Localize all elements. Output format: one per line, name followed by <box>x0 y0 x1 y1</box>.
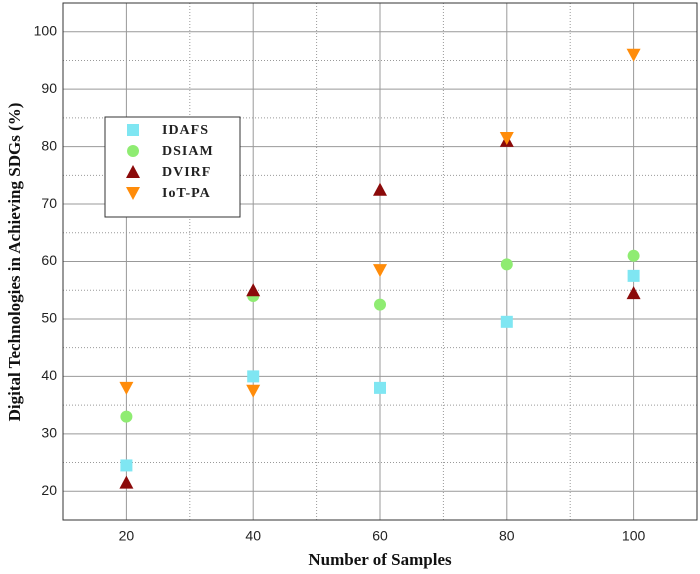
y-tick-label: 70 <box>41 195 57 211</box>
legend-marker <box>127 124 139 136</box>
point <box>374 381 386 394</box>
y-tick-label: 40 <box>41 367 57 383</box>
point <box>119 475 134 489</box>
legend-label: IDAFS <box>162 123 209 138</box>
x-tick-label: 100 <box>622 528 646 544</box>
legend-marker <box>126 187 140 200</box>
point <box>373 264 387 278</box>
point <box>373 182 387 196</box>
point <box>626 286 641 300</box>
point <box>247 370 260 383</box>
x-tick-label: 20 <box>119 528 135 544</box>
point <box>246 384 261 398</box>
point <box>246 283 261 297</box>
point <box>627 269 640 282</box>
x-tick-label: 60 <box>372 528 388 544</box>
plot-frame <box>62 2 698 521</box>
legend: IDAFS DSIAM DVIRF IoT-PA <box>104 116 241 218</box>
point <box>627 249 640 262</box>
y-tick-label: 20 <box>41 482 57 498</box>
y-tick-label: 80 <box>41 137 57 153</box>
point <box>120 410 133 423</box>
y-tick-label: 90 <box>41 80 57 96</box>
x-tick-label: 40 <box>245 528 261 544</box>
y-tick-label: 60 <box>41 252 57 268</box>
point <box>500 258 513 271</box>
point <box>500 315 513 328</box>
legend-marker <box>126 165 140 178</box>
x-tick-label: 80 <box>499 528 515 544</box>
point <box>374 298 386 311</box>
legend-label: IoT-PA <box>162 186 211 201</box>
point <box>119 381 134 395</box>
y-tick-label: 30 <box>41 425 57 441</box>
y-tick-label: 50 <box>41 310 57 326</box>
legend-label: DSIAM <box>162 144 214 159</box>
point <box>499 131 514 145</box>
point <box>120 459 133 472</box>
point <box>626 48 641 62</box>
legend-label: DVIRF <box>162 165 211 180</box>
y-tick-label: 100 <box>34 22 58 38</box>
y-axis-label: Digital Technologies in Achieving SDGs (… <box>5 103 24 422</box>
x-axis-label: Number of Samples <box>308 550 452 569</box>
legend-marker <box>127 145 139 157</box>
